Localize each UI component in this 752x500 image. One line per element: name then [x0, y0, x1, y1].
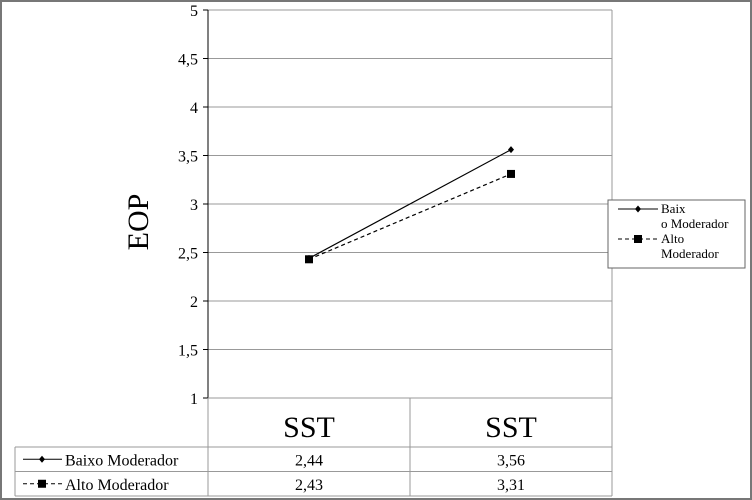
y-axis-label: EOP	[122, 194, 155, 251]
diamond-marker	[635, 205, 641, 213]
table-row-label: Baixo Moderador	[65, 452, 179, 469]
table-row-label: Alto Moderador	[65, 477, 169, 494]
series-alto-moderador	[305, 169, 515, 264]
legend-label: Alto Moderador	[661, 231, 719, 261]
y-tick-label: 2	[190, 294, 198, 311]
table-cell-value: 2,43	[295, 477, 323, 494]
square-marker	[38, 479, 46, 488]
y-tick-label: 4	[190, 100, 198, 117]
diamond-marker	[39, 455, 45, 463]
series-line	[308, 173, 512, 260]
x-category-label: SST	[283, 411, 335, 444]
y-tick-label: 1,5	[178, 343, 198, 360]
legend-label-line: Baix	[661, 201, 686, 216]
y-tick-label: 5	[190, 3, 198, 20]
legend-label-line: o Moderador	[661, 216, 729, 231]
table-cell-value: 2,44	[295, 452, 323, 469]
y-tick-label: 4,5	[178, 52, 198, 69]
legend-label-line: Alto	[661, 231, 684, 246]
y-tick-label: 3	[190, 197, 198, 214]
x-category-label: SST	[485, 411, 537, 444]
y-tick-label: 1	[190, 391, 198, 408]
diamond-marker	[508, 146, 514, 154]
series-line	[308, 149, 512, 259]
square-marker	[634, 235, 642, 243]
square-marker	[507, 169, 515, 178]
legend-box	[607, 199, 746, 269]
square-marker	[305, 255, 313, 264]
y-tick-label: 3,5	[178, 149, 198, 166]
table-cell-value: 3,31	[497, 477, 525, 494]
table-cell-value: 3,56	[497, 452, 525, 469]
y-tick-label: 2,5	[178, 246, 198, 263]
legend-label: Baix o Moderador	[661, 201, 729, 231]
legend-label-line: Moderador	[661, 246, 719, 261]
